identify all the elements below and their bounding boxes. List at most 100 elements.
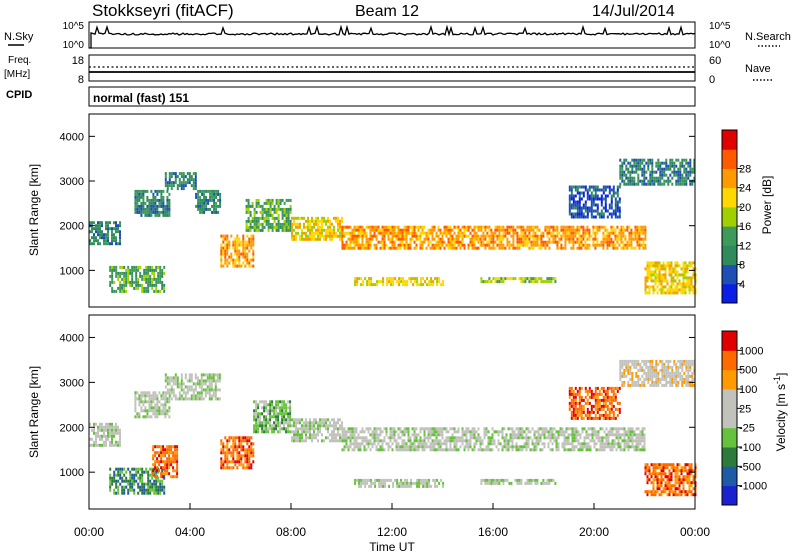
velocity-cell bbox=[400, 481, 403, 485]
velocity-cell bbox=[528, 481, 531, 485]
velocity-cell bbox=[184, 391, 187, 395]
power-cell bbox=[459, 228, 462, 232]
velocity-cell bbox=[140, 394, 143, 398]
power-cell bbox=[647, 164, 650, 168]
velocity-cell bbox=[339, 424, 341, 428]
velocity-cell bbox=[117, 431, 119, 435]
velocity-cell bbox=[299, 436, 301, 440]
power-cell bbox=[117, 274, 120, 278]
velocity-cell bbox=[196, 397, 199, 401]
power-cell bbox=[163, 286, 166, 290]
velocity-cell bbox=[617, 439, 620, 443]
velocity-cell bbox=[580, 416, 583, 420]
power-cell bbox=[560, 234, 563, 238]
power-cell bbox=[665, 164, 668, 168]
velocity-cell bbox=[579, 445, 582, 449]
velocity-cell bbox=[347, 445, 350, 449]
power-cell bbox=[240, 243, 243, 247]
power-cell bbox=[371, 234, 374, 238]
power-cell bbox=[197, 207, 200, 211]
velocity-cell bbox=[428, 481, 431, 485]
power-cell bbox=[367, 246, 370, 250]
power-cell bbox=[325, 237, 327, 241]
velocity-cell bbox=[238, 436, 241, 440]
power-cell bbox=[618, 234, 621, 238]
power-cell bbox=[371, 228, 374, 232]
power-cell bbox=[140, 207, 143, 211]
power-cell bbox=[161, 280, 164, 284]
velocity-cell bbox=[163, 491, 166, 495]
power-cell bbox=[644, 237, 647, 241]
velocity-cell bbox=[439, 439, 442, 443]
power-cell bbox=[614, 234, 617, 238]
velocity-cell bbox=[611, 448, 614, 452]
velocity-cell bbox=[297, 427, 299, 431]
power-cell bbox=[578, 194, 581, 198]
power-cell bbox=[144, 213, 147, 217]
velocity-cell bbox=[511, 448, 514, 452]
power-cell bbox=[627, 167, 630, 171]
power-cell bbox=[669, 158, 672, 162]
power-cell bbox=[586, 243, 589, 247]
power-cell bbox=[616, 206, 619, 210]
power-cell bbox=[688, 282, 691, 286]
power-cell bbox=[359, 243, 362, 247]
velocity-cell bbox=[601, 439, 604, 443]
power-cell bbox=[313, 222, 315, 226]
power-cell bbox=[287, 222, 290, 226]
velocity-cell bbox=[623, 433, 626, 437]
velocity-cell bbox=[156, 400, 159, 404]
velocity-cell bbox=[121, 479, 124, 483]
velocity-cell bbox=[248, 445, 251, 449]
velocity-cell bbox=[184, 376, 187, 380]
velocity-cell bbox=[170, 445, 173, 449]
power-cell bbox=[207, 201, 210, 205]
power-cell bbox=[215, 207, 218, 211]
velocity-cell bbox=[168, 376, 171, 380]
power-cell bbox=[642, 246, 645, 250]
power-cell bbox=[504, 231, 507, 235]
power-cell bbox=[205, 201, 208, 205]
velocity-cell bbox=[521, 445, 524, 449]
velocity-cell bbox=[164, 400, 167, 404]
power-cell bbox=[97, 239, 99, 243]
velocity-cell bbox=[141, 479, 144, 483]
velocity-cell bbox=[568, 395, 571, 399]
power-cell bbox=[658, 270, 661, 274]
power-cell bbox=[217, 192, 220, 196]
velocity-cell bbox=[429, 436, 432, 440]
velocity-cell bbox=[615, 433, 618, 437]
velocity-cell bbox=[425, 427, 428, 431]
power-cell bbox=[582, 185, 585, 189]
velocity-cell bbox=[115, 422, 117, 426]
velocity-cell bbox=[582, 398, 585, 402]
power-cell bbox=[562, 225, 565, 229]
power-cell bbox=[113, 236, 115, 240]
velocity-cell bbox=[279, 412, 282, 416]
power-cell bbox=[626, 243, 629, 247]
power-cell bbox=[155, 277, 158, 281]
power-cell bbox=[473, 234, 476, 238]
power-cell bbox=[624, 228, 627, 232]
velocity-cell bbox=[117, 491, 120, 495]
power-cell bbox=[682, 279, 685, 283]
power-cell bbox=[598, 225, 601, 229]
power-cell bbox=[311, 234, 313, 238]
velocity-cell bbox=[309, 436, 311, 440]
velocity-cell bbox=[605, 439, 608, 443]
power-cell bbox=[271, 225, 274, 229]
nsearch-label: N.Search bbox=[745, 31, 791, 43]
power-cell bbox=[246, 234, 249, 238]
velocity-cell bbox=[561, 445, 564, 449]
power-cell bbox=[604, 206, 607, 210]
velocity-cell bbox=[586, 416, 589, 420]
velocity-cell bbox=[154, 451, 157, 455]
power-cell bbox=[246, 255, 249, 259]
power-cell bbox=[370, 277, 373, 281]
power-cell bbox=[111, 280, 114, 284]
velocity-cell bbox=[168, 406, 171, 410]
power-cell bbox=[608, 188, 611, 192]
power-cell bbox=[518, 243, 521, 247]
velocity-cell bbox=[422, 481, 425, 485]
power-cell bbox=[349, 240, 352, 244]
